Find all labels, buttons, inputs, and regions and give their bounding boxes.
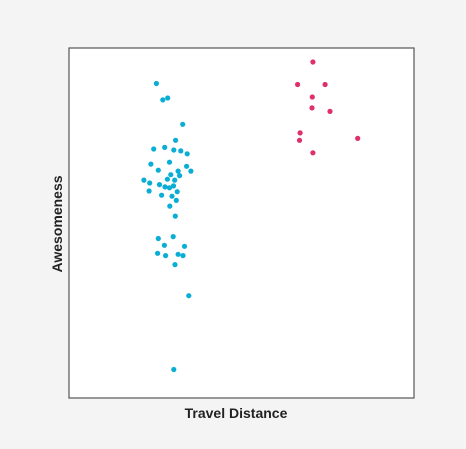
data-point-series-1 [169,193,175,199]
data-point-series-2 [297,130,303,136]
data-point-series-1 [168,172,174,178]
data-point-series-1 [161,242,167,248]
y-axis-label: Awesomeness [49,175,65,272]
data-point-series-2 [355,135,361,141]
data-point-series-1 [172,262,178,268]
data-point-series-1 [155,235,161,242]
data-point-series-1 [172,177,178,183]
data-point-series-1 [177,173,183,179]
data-point-series-1 [162,184,168,190]
data-point-series-1 [181,243,188,249]
data-point-series-1 [166,185,173,191]
data-point-series-2 [296,137,303,143]
data-point-series-1 [160,97,166,103]
data-point-series-1 [156,182,163,188]
data-point-series-1 [167,203,173,209]
data-point-series-1 [174,189,180,195]
data-point-series-2 [309,94,315,100]
data-point-series-1 [184,151,190,157]
data-point-series-1 [166,159,173,165]
data-point-series-1 [148,161,154,167]
data-point-series-1 [163,253,169,259]
data-point-series-1 [180,253,186,259]
data-point-series-1 [155,167,161,173]
data-point-series-1 [184,163,190,169]
data-point-series-1 [173,197,179,203]
data-point-series-2 [322,81,328,88]
data-point-series-1 [155,250,161,256]
data-point-series-1 [159,192,165,198]
data-point-series-2 [327,108,333,114]
data-point-series-1 [165,95,171,101]
data-point-series-2 [309,105,315,111]
data-point-series-1 [178,148,184,154]
data-point-series-1 [170,183,177,189]
points-layer [141,59,361,373]
data-point-series-1 [188,168,194,174]
data-point-series-1 [164,176,170,182]
x-axis-label: Travel Distance [185,405,288,421]
data-point-series-1 [180,121,186,127]
data-point-series-1 [171,366,177,373]
data-point-series-1 [151,146,157,152]
data-point-series-2 [310,59,316,65]
data-point-series-1 [171,147,177,153]
data-point-series-1 [147,180,153,186]
data-point-series-1 [172,213,178,219]
data-point-series-1 [162,144,168,150]
data-point-series-1 [146,188,152,194]
data-point-series-1 [175,251,181,257]
data-point-series-1 [186,293,192,299]
data-point-series-2 [310,150,316,156]
data-point-series-1 [175,168,181,174]
data-point-series-2 [295,81,301,88]
data-point-series-1 [173,137,179,143]
plot-frame [68,47,415,399]
data-point-series-1 [153,80,159,87]
data-point-series-1 [141,177,147,183]
data-point-series-1 [170,234,176,240]
